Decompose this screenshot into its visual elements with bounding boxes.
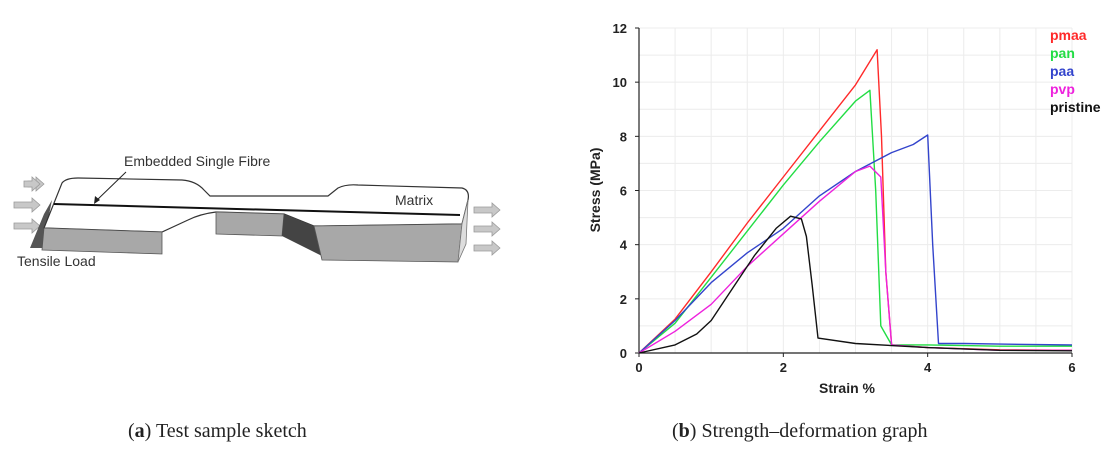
x-tick-label: 2 — [780, 360, 787, 375]
caption-a-letter: a — [134, 420, 145, 442]
legend-entry-pvp: pvp — [1050, 81, 1075, 97]
sample-sketch-panel: Embedded Single Fibre Matrix Tensile Loa… — [0, 0, 540, 400]
chart-legend: pmaa pan paa pvp pristine — [1050, 27, 1101, 115]
x-tick-label: 4 — [924, 360, 932, 375]
y-tick-label: 12 — [613, 21, 627, 36]
y-axis-label: Stress (MPa) — [587, 148, 603, 233]
fibre-pointer — [95, 171, 127, 202]
y-tick-label: 8 — [620, 129, 627, 144]
series-line-pan — [638, 89, 1072, 354]
fibre-pointer-head — [94, 196, 100, 204]
legend-entry-pmaa: pmaa — [1050, 27, 1087, 43]
y-tick-label: 6 — [620, 184, 627, 199]
legend-entry-paa: paa — [1050, 63, 1074, 79]
chart-series — [638, 49, 1073, 354]
x-tick-label: 0 — [635, 360, 642, 375]
specimen-face-mid — [215, 211, 285, 237]
embedded-fibre-line — [53, 203, 461, 216]
specimen-face-bevel — [282, 214, 322, 256]
chart-grid — [638, 27, 1073, 354]
y-tick-label: 4 — [620, 238, 628, 253]
y-tick-label: 10 — [613, 75, 627, 90]
x-axis-label: Strain % — [819, 380, 876, 396]
matrix-label: Matrix — [395, 192, 433, 208]
y-tick-label: 2 — [620, 292, 627, 307]
specimen-face-left — [41, 227, 163, 255]
legend-entry-pristine: pristine — [1050, 99, 1101, 115]
specimen-top — [43, 177, 469, 233]
stress-strain-chart: 0 2 4 6 0 2 4 6 8 10 12 pmaa pan paa pvp pristine Stra… — [587, 21, 1101, 396]
y-tick-label: 0 — [620, 346, 627, 361]
chart-axes: 0 2 4 6 0 2 4 6 8 10 12 — [613, 21, 1076, 375]
tensile-arrows-right — [473, 202, 501, 256]
series-line-paa — [638, 134, 1073, 354]
specimen-end-left — [30, 200, 52, 248]
legend-entry-pan: pan — [1050, 45, 1075, 61]
caption-a-text: Test sample sketch — [151, 420, 307, 442]
fibre-label: Embedded Single Fibre — [124, 153, 271, 169]
caption-b-text: Strength–deformation graph — [696, 420, 928, 442]
caption-b-letter: b — [678, 420, 690, 442]
caption-b: (b) Strength–deformation graph — [672, 420, 928, 442]
tensile-load-label: Tensile Load — [17, 253, 96, 269]
specimen-end-right — [457, 199, 469, 263]
specimen-face-right — [313, 223, 463, 263]
stress-strain-chart-panel: 0 2 4 6 0 2 4 6 8 10 12 pmaa pan paa pvp pristine Stra… — [570, 0, 1117, 400]
series-line-pristine — [638, 215, 1073, 354]
tensile-arrows-left — [13, 176, 45, 234]
x-tick-label: 6 — [1068, 360, 1075, 375]
sample-sketch: Embedded Single Fibre Matrix Tensile Loa… — [13, 153, 501, 269]
caption-a: (a) Test sample sketch — [128, 420, 307, 442]
